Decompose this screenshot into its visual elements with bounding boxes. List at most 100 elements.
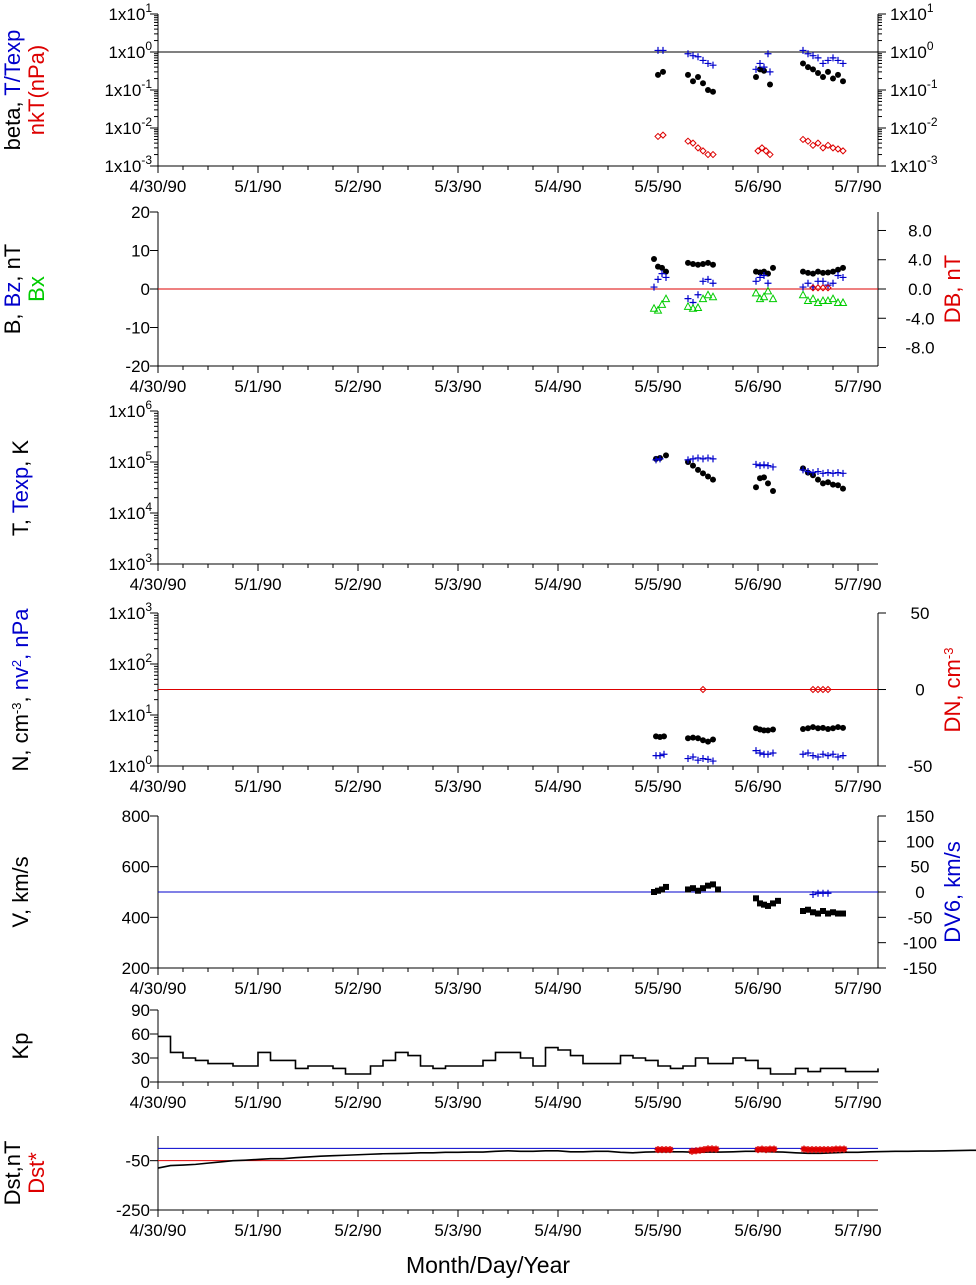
data-point — [754, 147, 762, 155]
data-point — [800, 60, 806, 67]
series-dot-black — [653, 724, 846, 745]
x-tick-label: 5/5/90 — [634, 377, 681, 396]
data-point — [838, 297, 848, 306]
data-point — [695, 73, 701, 80]
data-point — [661, 294, 671, 303]
data-point — [840, 910, 846, 917]
data-point — [694, 454, 702, 462]
panel-velocity: 4/30/90 5/1/90 5/2/90 5/3/90 5/4/90 5/5/90 5/6… — [8, 807, 965, 998]
panel-density: 4/30/90 5/1/90 5/2/90 5/3/90 5/4/90 5/5/90 5/6… — [8, 600, 965, 796]
data-point — [699, 455, 707, 463]
y-tick-label: 90 — [131, 1001, 150, 1020]
data-point — [819, 750, 827, 758]
y-tick-label-right: 0.0 — [908, 280, 932, 299]
data-point — [829, 144, 837, 152]
x-tick-label: 5/1/90 — [234, 1093, 281, 1112]
y-tick-label: 1x105 — [108, 449, 152, 472]
data-point — [808, 1146, 816, 1154]
data-point — [809, 891, 817, 899]
y-tick-label-right: 4.0 — [908, 251, 932, 270]
data-point — [839, 59, 847, 67]
x-tick-label: 5/7/90 — [834, 979, 881, 998]
data-point — [819, 277, 827, 285]
data-point — [685, 886, 691, 893]
data-point — [663, 452, 669, 459]
data-point — [699, 277, 707, 285]
y-tick-label-right: 1x10-1 — [890, 77, 938, 100]
x-tick-label: 5/5/90 — [634, 979, 681, 998]
data-point — [825, 726, 831, 733]
y-tick-label: 1x101 — [108, 1, 152, 24]
series-triangle-green — [649, 286, 848, 314]
data-point — [666, 1146, 674, 1154]
data-point — [709, 150, 717, 159]
data-point — [834, 272, 842, 280]
data-point — [690, 885, 696, 892]
x-tick-label: 5/1/90 — [234, 575, 281, 594]
y-tick-label: 1x103 — [108, 551, 152, 574]
data-point — [815, 725, 821, 732]
data-point — [809, 752, 817, 760]
data-point — [704, 1145, 712, 1153]
data-point — [684, 137, 692, 145]
x-tick-label: 5/2/90 — [334, 377, 381, 396]
data-point — [754, 1146, 762, 1154]
x-tick-label: 5/7/90 — [834, 1093, 881, 1112]
data-point — [812, 1146, 820, 1154]
data-point — [804, 468, 812, 476]
right-axis-title: DB, nT — [940, 255, 965, 323]
data-point — [705, 738, 711, 745]
y-tick-label: 1x106 — [108, 398, 152, 421]
data-point — [766, 150, 774, 159]
data-point — [710, 261, 716, 268]
right-axis-title: DV6, km/s — [940, 841, 965, 942]
data-point — [695, 887, 701, 894]
data-point — [810, 270, 816, 277]
y-tick-label-right: 50 — [911, 604, 930, 623]
data-point — [820, 724, 826, 731]
data-point — [839, 469, 847, 477]
x-tick-label: 4/30/90 — [130, 979, 187, 998]
data-point — [704, 755, 712, 763]
y-tick-label: 400 — [122, 908, 150, 927]
data-point — [685, 259, 691, 266]
panel-bfield: 4/30/90 5/1/90 5/2/90 5/3/90 5/4/90 5/5/90 5/6… — [0, 203, 965, 396]
data-point — [685, 71, 691, 78]
data-point — [698, 294, 708, 303]
data-point — [770, 1145, 778, 1153]
data-point — [804, 137, 812, 145]
x-tick-label: 4/30/90 — [130, 1093, 187, 1112]
y-tick-label: 10 — [131, 242, 150, 261]
right-axis-title: DN, cm-3 — [940, 648, 965, 733]
data-point — [684, 456, 692, 464]
data-point — [834, 145, 842, 153]
data-point — [684, 50, 692, 58]
data-point — [764, 279, 772, 287]
data-point — [814, 284, 822, 292]
data-point — [651, 255, 657, 262]
panel-dst: 4/30/90 5/1/90 5/2/90 5/3/90 5/4/90 5/5/90 5/6… — [0, 1136, 976, 1240]
x-axis-title: Month/Day/Year — [405, 1252, 571, 1278]
y-axis-title: beta, T/Texp — [0, 30, 25, 151]
data-point — [820, 73, 826, 80]
x-tick-label: 5/1/90 — [234, 377, 281, 396]
data-point — [658, 270, 666, 278]
data-point — [651, 889, 657, 895]
data-point — [699, 147, 707, 155]
series-diamond-red — [809, 284, 832, 292]
y-tick-label-right: 0 — [915, 883, 924, 902]
x-tick-label: 4/30/90 — [130, 777, 187, 796]
x-tick-label: 5/4/90 — [534, 979, 581, 998]
dst-line — [157, 1149, 976, 1169]
data-point — [810, 724, 816, 731]
x-tick-label: 5/5/90 — [634, 777, 681, 796]
data-point — [708, 1145, 716, 1153]
x-tick-label: 5/5/90 — [634, 1093, 681, 1112]
data-point — [819, 469, 827, 477]
data-point — [819, 144, 827, 152]
data-point — [751, 288, 761, 297]
x-tick-label: 5/7/90 — [834, 177, 881, 196]
data-point — [756, 462, 764, 470]
y-tick-label: 1x10-1 — [104, 77, 152, 100]
data-point — [768, 294, 778, 303]
